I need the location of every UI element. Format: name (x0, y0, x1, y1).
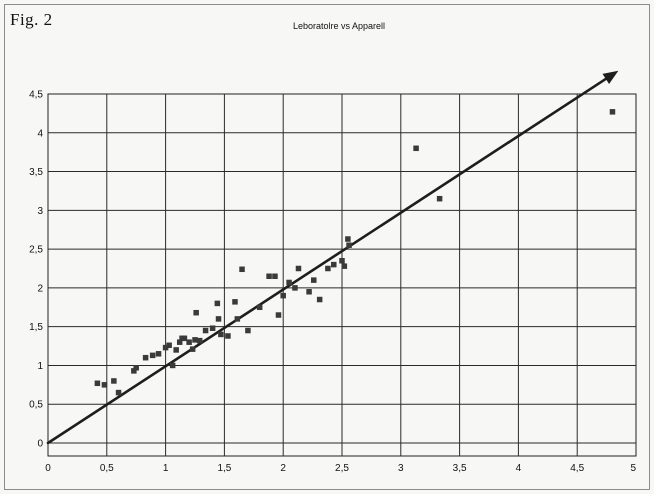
y-tick-label: 0,5 (29, 400, 43, 411)
data-point (149, 352, 156, 359)
data-point (256, 304, 263, 311)
data-point (94, 380, 101, 387)
data-point (142, 354, 149, 361)
y-tick-label: 4 (37, 128, 43, 139)
data-point (266, 273, 272, 280)
x-tick-label: 2 (280, 463, 286, 474)
data-point (214, 300, 221, 307)
data-point (232, 299, 238, 305)
data-point (306, 289, 312, 295)
x-tick-label: 0,5 (100, 463, 114, 474)
trend-arrow-head (602, 70, 619, 84)
y-tick-label: 1,5 (29, 322, 43, 333)
data-point (215, 316, 222, 322)
data-point (169, 362, 176, 369)
data-point (176, 339, 183, 345)
data-point (341, 263, 348, 269)
data-point (193, 309, 199, 316)
data-point (189, 346, 196, 352)
x-tick-label: 1,5 (217, 463, 231, 474)
x-tick-label: 2,5 (335, 463, 349, 474)
x-tick-label: 4,5 (570, 463, 584, 474)
data-point (316, 296, 323, 303)
data-point (166, 342, 172, 349)
data-point (436, 195, 443, 202)
trend-line-group (46, 70, 619, 445)
data-point (101, 382, 108, 388)
data-point (111, 378, 117, 384)
data-point (413, 145, 419, 152)
data-point (331, 261, 337, 268)
data-point (325, 265, 331, 272)
figure-frame (4, 4, 650, 490)
data-point (162, 344, 169, 351)
data-point (155, 351, 162, 357)
x-tick-label: 5 (630, 463, 636, 474)
y-tick-label: 1 (37, 361, 43, 372)
data-point (225, 333, 231, 339)
data-points (94, 109, 616, 396)
x-tick-label: 1 (163, 463, 169, 474)
data-point (218, 331, 224, 338)
data-point (609, 109, 616, 115)
data-point (345, 236, 351, 242)
data-point (280, 292, 286, 299)
data-point (131, 368, 137, 374)
data-point (186, 339, 192, 345)
data-point (209, 325, 216, 331)
data-point (286, 279, 292, 286)
data-point (275, 312, 282, 318)
chart-title: Leboratolre vs Apparell (292, 21, 386, 31)
data-point (202, 327, 209, 334)
data-point (339, 257, 345, 264)
x-tick-label: 0 (45, 463, 51, 474)
data-point (311, 277, 317, 283)
trend-line (46, 77, 608, 445)
y-tick-label: 3 (37, 206, 43, 217)
data-point (239, 266, 245, 273)
y-tick-label: 2 (37, 283, 43, 294)
y-tick-label: 4,5 (29, 90, 43, 101)
grid-lines (48, 94, 636, 456)
tick-labels: 0 0,5 1 1,5 2 2,5 3 3,5 4 4,5 0 0,5 1 1,5 2 2,5 3 3,5 4 4,5… (29, 90, 636, 475)
data-point (295, 265, 302, 272)
y-tick-label: 2,5 (29, 245, 43, 256)
y-tick-label: 0 (37, 439, 43, 450)
data-point (245, 327, 251, 334)
data-point (272, 273, 278, 280)
x-tick-label: 3 (398, 463, 404, 474)
data-point (173, 347, 179, 353)
data-point (346, 242, 352, 248)
data-point (196, 337, 203, 344)
x-tick-label: 3,5 (453, 463, 467, 474)
x-tick-label: 4 (516, 463, 522, 474)
y-tick-label: 3,5 (29, 167, 43, 178)
data-point (181, 335, 188, 342)
data-point (234, 316, 241, 322)
data-point (115, 389, 122, 396)
figure-label: Fig. 2 (10, 10, 53, 29)
data-point (192, 337, 198, 343)
data-point (292, 285, 298, 291)
data-point (133, 365, 139, 371)
